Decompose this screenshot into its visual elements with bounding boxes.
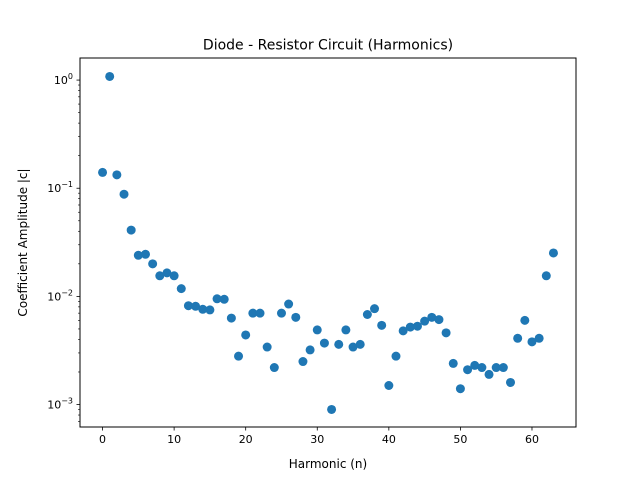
data-point (234, 351, 244, 361)
data-point (269, 363, 279, 373)
x-tick-label: 0 (99, 433, 106, 446)
data-point (434, 315, 444, 325)
x-tick-label: 50 (453, 433, 467, 446)
x-tick-label: 10 (167, 433, 181, 446)
data-point (312, 325, 322, 335)
data-point (520, 315, 530, 325)
data-point (420, 316, 430, 326)
data-point (427, 312, 437, 322)
data-point (463, 365, 473, 375)
data-point (484, 369, 494, 379)
data-point (498, 363, 508, 373)
data-point (98, 167, 108, 177)
data-point (412, 321, 422, 331)
data-point (126, 225, 136, 235)
data-point (105, 71, 115, 81)
data-point (140, 249, 150, 259)
data-point (119, 189, 129, 199)
data-point (384, 381, 394, 390)
data-point (248, 308, 258, 318)
data-point (169, 271, 179, 281)
data-point (405, 322, 415, 332)
data-point (255, 308, 265, 318)
data-point (548, 248, 558, 258)
data-points (98, 71, 558, 414)
data-point (398, 326, 408, 336)
data-point (513, 333, 523, 343)
x-tick-label: 60 (525, 433, 539, 446)
data-point (205, 305, 215, 315)
data-point (541, 271, 551, 281)
data-point (219, 294, 229, 304)
data-point (176, 284, 186, 294)
data-point (327, 404, 337, 414)
data-point (298, 357, 308, 367)
data-point (455, 384, 465, 394)
data-point (198, 304, 208, 314)
chart-title: Diode - Resistor Circuit (Harmonics) (203, 38, 453, 54)
data-point (491, 363, 501, 373)
data-point (305, 345, 315, 355)
data-point (162, 268, 172, 278)
data-point (448, 358, 458, 368)
data-point (262, 342, 272, 352)
plot-frame (79, 57, 577, 428)
x-tick-label: 30 (310, 433, 324, 446)
data-point (527, 337, 537, 347)
data-point (441, 328, 451, 338)
data-point (319, 338, 329, 348)
data-point (284, 299, 294, 309)
data-point (348, 342, 358, 352)
data-point (355, 339, 365, 349)
data-point (370, 304, 380, 314)
data-point (212, 294, 222, 304)
x-axis-label: Harmonic (n) (289, 457, 367, 471)
data-point (506, 377, 516, 387)
data-point (191, 301, 201, 311)
data-point (291, 312, 301, 322)
data-point (377, 320, 387, 330)
data-point (276, 308, 286, 318)
y-axis-label: Coefficient Amplitude |c| (16, 168, 30, 316)
data-point (183, 301, 193, 311)
data-point (470, 360, 480, 370)
data-point (155, 271, 165, 281)
x-axis-ticks: 0 10 20 30 40 50 60 (99, 427, 539, 446)
data-point (391, 351, 401, 361)
data-point (534, 333, 544, 343)
data-point (112, 170, 122, 180)
data-point (226, 313, 236, 323)
data-point (362, 310, 372, 319)
data-point (133, 250, 143, 260)
data-point (241, 330, 251, 340)
data-point (341, 325, 351, 335)
data-point (334, 339, 344, 349)
data-point (477, 363, 487, 373)
x-tick-label: 20 (239, 433, 253, 446)
x-tick-label: 40 (382, 433, 396, 446)
data-point (148, 259, 158, 269)
